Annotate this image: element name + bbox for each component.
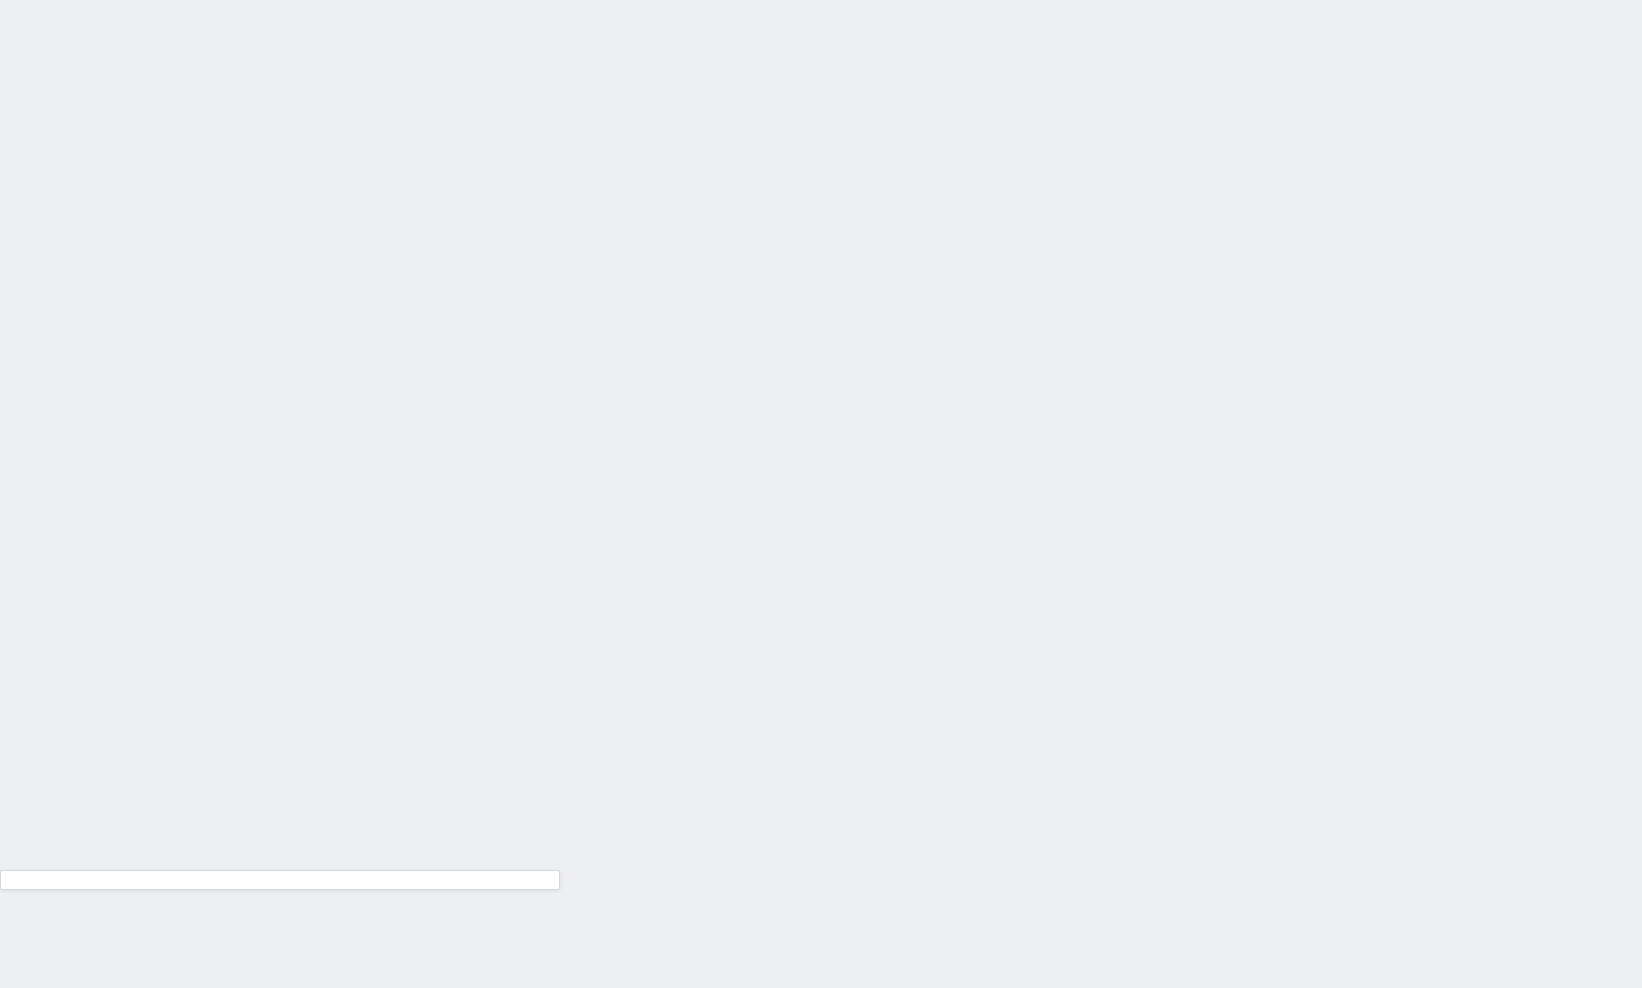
chart-tooltip: [0, 870, 560, 890]
chart-svg[interactable]: [0, 0, 1642, 870]
tooltip-title: [1, 881, 559, 889]
dividend-chart-page: [0, 0, 1642, 988]
chart-container: [0, 0, 1642, 870]
